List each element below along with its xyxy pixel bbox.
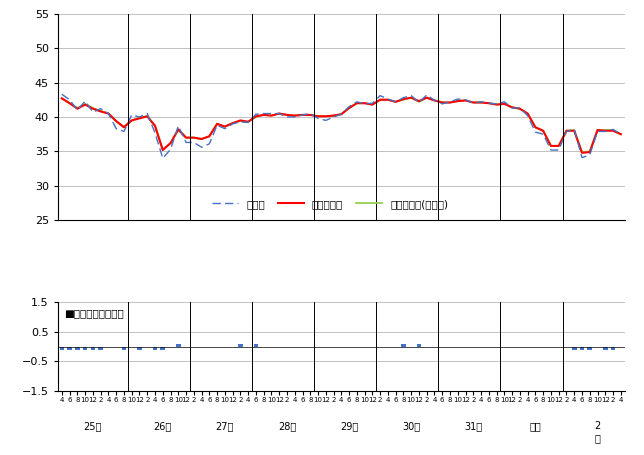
Bar [603,347,607,349]
Bar [59,347,64,349]
Bar [137,347,142,349]
Text: 30年: 30年 [402,421,421,431]
Text: 2
年: 2 年 [594,421,601,443]
Bar [67,347,72,349]
Text: ■新旧差（新－旧）: ■新旧差（新－旧） [64,308,124,318]
Bar [122,347,126,349]
Bar [254,344,258,347]
Bar [587,347,592,349]
Bar [417,344,421,347]
Bar [580,347,584,349]
Bar [83,347,88,349]
Bar [401,344,406,347]
Bar [160,347,165,349]
Bar [99,347,103,349]
Bar [572,347,576,349]
Bar [611,347,616,349]
Text: 26年: 26年 [154,421,172,431]
Text: 25年: 25年 [84,421,102,431]
Text: 31年: 31年 [464,421,482,431]
Text: 28年: 28年 [278,421,296,431]
Text: 27年: 27年 [216,421,234,431]
Bar [238,344,243,347]
Text: 元年: 元年 [529,421,541,431]
Bar [176,344,180,347]
Bar [75,347,80,349]
Bar [91,347,95,349]
Legend: 原系列, 季節調整値, 季節調整値(改訂前): 原系列, 季節調整値, 季節調整値(改訂前) [208,195,452,213]
Text: 29年: 29年 [340,421,358,431]
Bar [153,347,157,349]
